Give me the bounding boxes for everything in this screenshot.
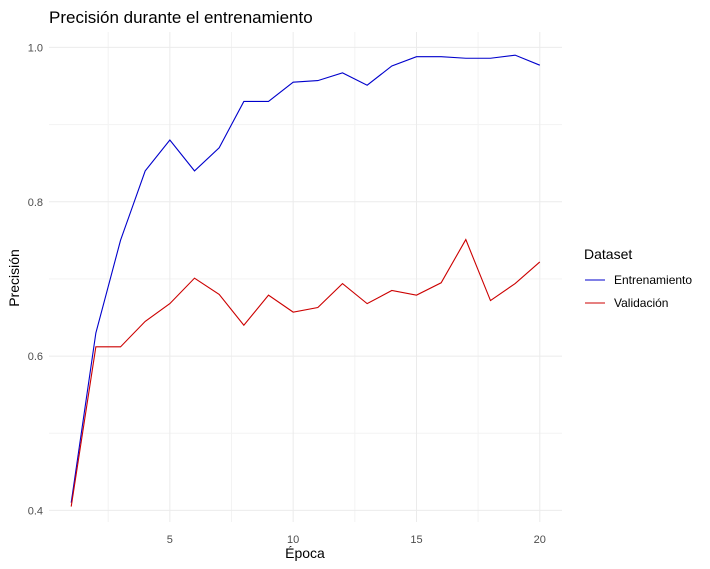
y-axis-ticks: 0.4 0.6 0.8 1.0 — [28, 42, 43, 517]
legend-label-validación: Validación — [614, 296, 668, 310]
series-line-entrenamiento — [70, 54, 541, 503]
x-tick-label: 15 — [410, 534, 422, 546]
x-axis-ticks: 5 10 15 20 — [167, 534, 546, 546]
y-tick-label: 0.6 — [28, 351, 43, 363]
y-tick-label: 1.0 — [28, 42, 43, 54]
legend: Dataset Entrenamiento Validación — [584, 246, 692, 310]
x-tick-label: 20 — [534, 534, 546, 546]
x-tick-label: 10 — [287, 534, 299, 546]
grid — [49, 32, 562, 522]
x-axis-title: Época — [285, 545, 325, 561]
y-axis-title: Precisión — [6, 249, 22, 307]
chart-title: Precisión durante el entrenamiento — [49, 8, 313, 27]
legend-title: Dataset — [584, 246, 632, 262]
legend-label-entrenamiento: Entrenamiento — [614, 273, 692, 287]
y-tick-label: 0.4 — [28, 505, 43, 517]
x-tick-label: 5 — [167, 534, 173, 546]
series-line-validación — [70, 238, 541, 507]
series-lines — [70, 54, 541, 507]
y-tick-label: 0.8 — [28, 197, 43, 209]
